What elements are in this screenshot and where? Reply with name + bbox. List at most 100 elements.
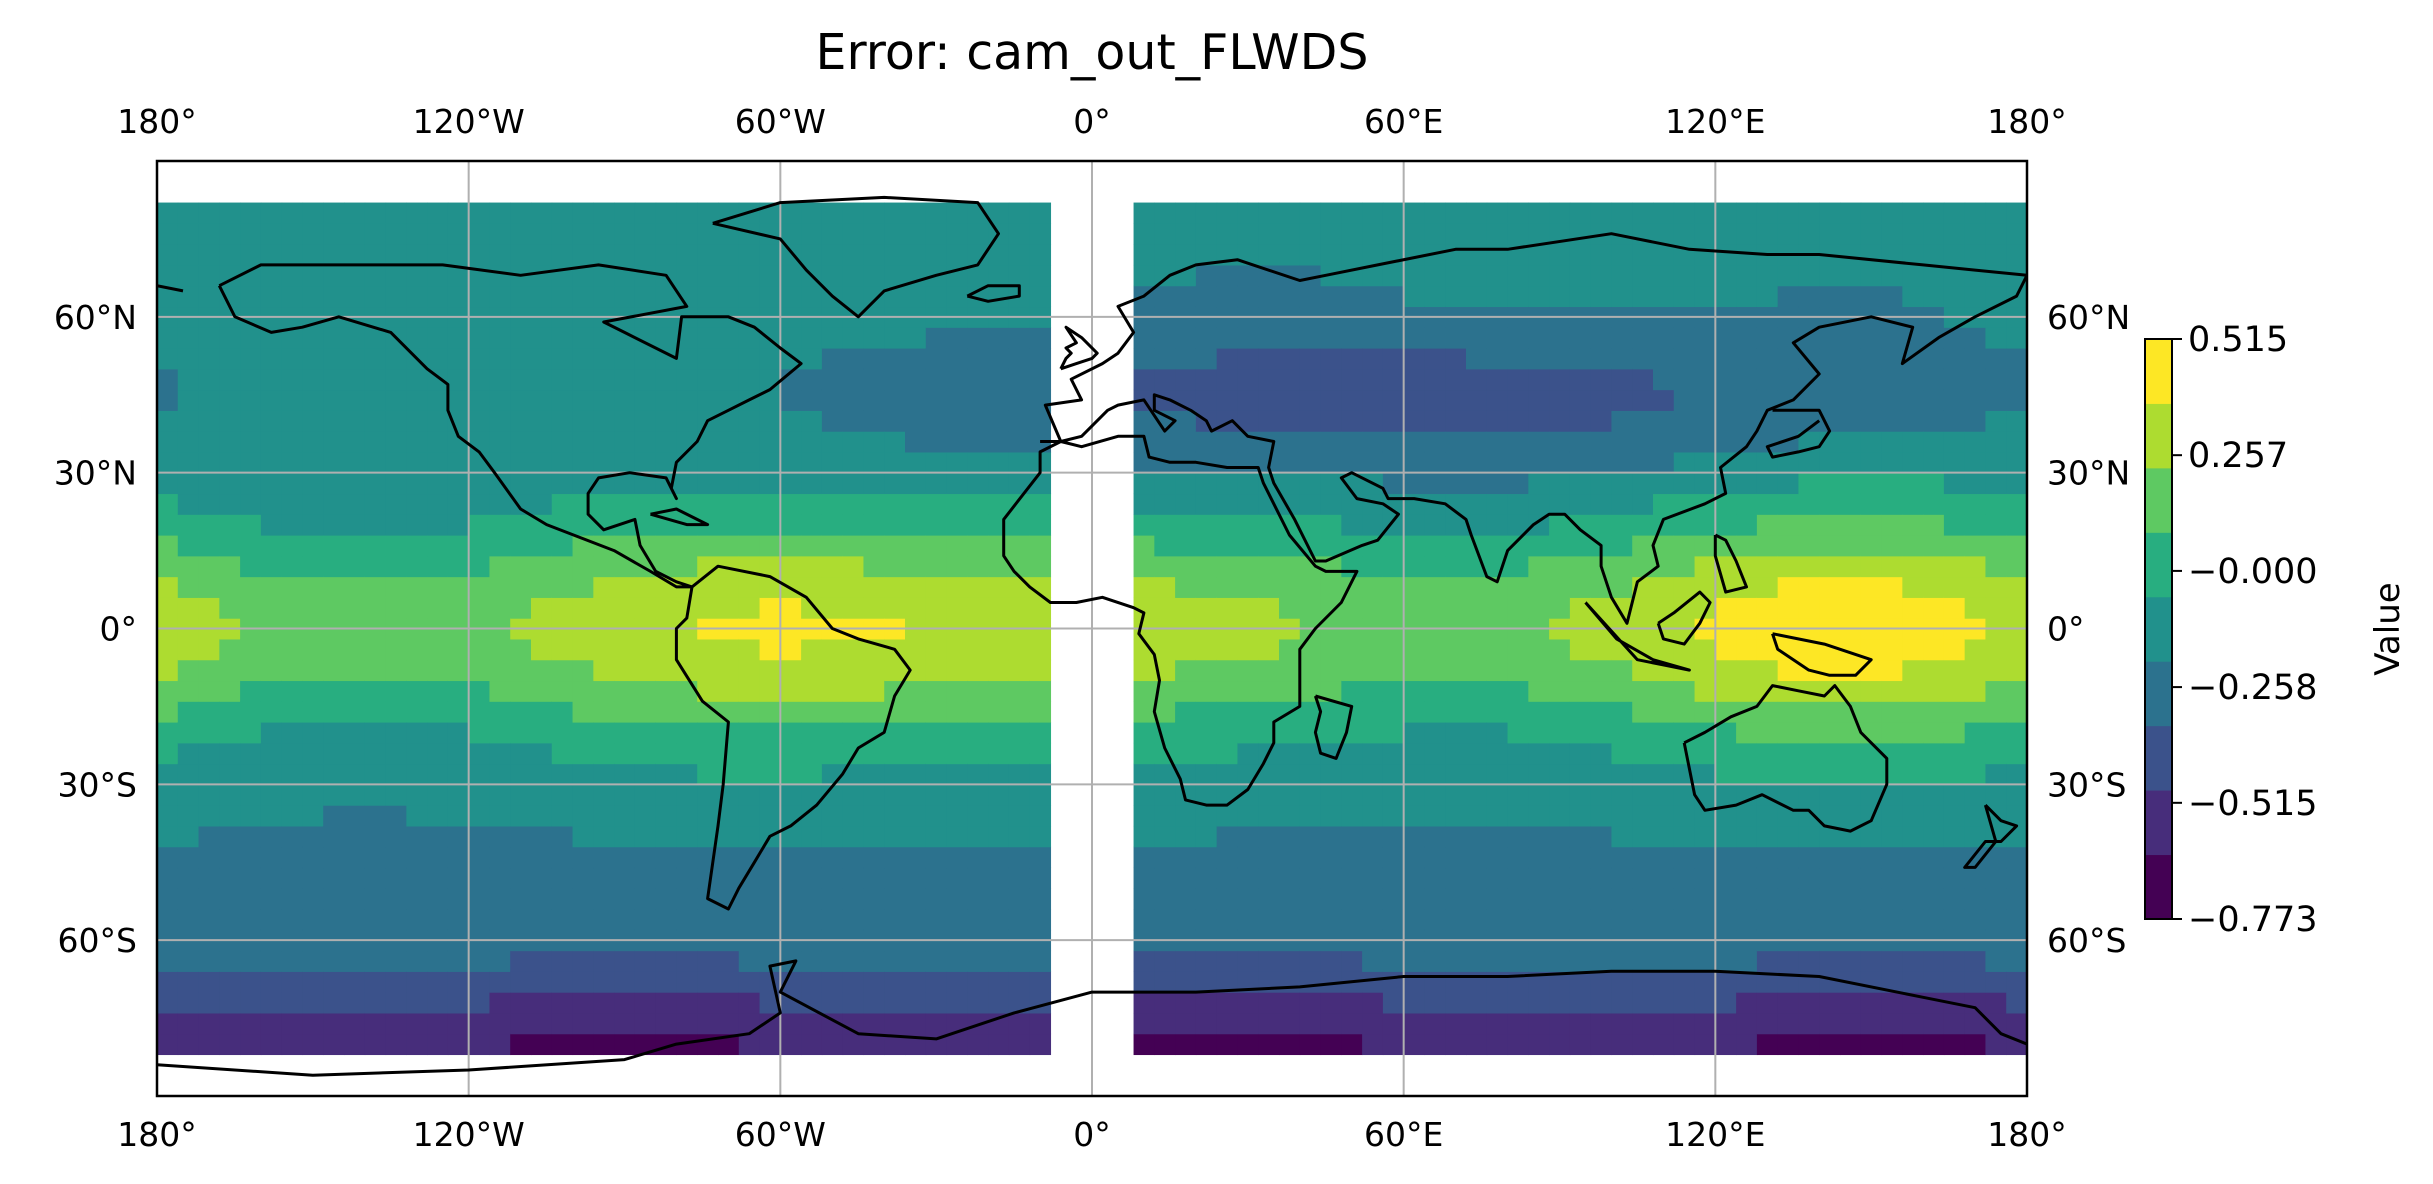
field-cell — [572, 264, 594, 287]
field-cell — [406, 950, 428, 972]
field-cell — [1653, 992, 1675, 1014]
field-cell — [821, 410, 844, 432]
field-cell — [1549, 451, 1571, 474]
field-cell — [1320, 389, 1342, 411]
field-cell — [801, 742, 823, 765]
field-cell — [1486, 1033, 1509, 1056]
field-cell — [1860, 514, 1883, 536]
field-cell — [1445, 909, 1467, 931]
field-cell — [1819, 784, 1841, 806]
field-cell — [364, 722, 387, 744]
field-cell — [1175, 909, 1197, 931]
field-cell — [1424, 825, 1446, 848]
field-cell — [1549, 825, 1571, 848]
field-cell — [759, 680, 781, 702]
field-cell — [676, 722, 698, 744]
field-cell — [967, 368, 989, 391]
field-cell — [614, 680, 636, 702]
field-cell — [1341, 389, 1363, 411]
field-cell — [718, 410, 740, 432]
field-cell — [1756, 202, 1779, 224]
field-cell — [1445, 659, 1467, 682]
field-cell — [1653, 742, 1675, 765]
field-cell — [219, 451, 241, 474]
field-cell — [1902, 888, 1924, 910]
field-cell — [718, 971, 740, 993]
field-cell — [385, 784, 407, 806]
field-cell — [323, 244, 345, 266]
field-cell — [572, 514, 594, 536]
field-cell — [1175, 1012, 1197, 1035]
field-cell — [863, 264, 885, 287]
field-cell — [842, 451, 865, 474]
field-cell — [1424, 1033, 1446, 1056]
field-cell — [406, 327, 428, 349]
field-cell — [1507, 431, 1529, 453]
field-cell — [1881, 1012, 1903, 1035]
field-cell — [1964, 950, 1987, 972]
field-cell — [593, 659, 615, 682]
field-cell — [1195, 742, 1218, 765]
field-cell — [738, 244, 761, 266]
field-cell — [1029, 638, 1052, 661]
field-cell — [1923, 493, 1945, 515]
field-cell — [1611, 950, 1633, 972]
field-cell — [1985, 763, 2007, 785]
field-cell — [385, 763, 407, 785]
field-cell — [1362, 597, 1384, 619]
field-cell — [1694, 971, 1716, 993]
field-cell — [1154, 1012, 1176, 1035]
field-cell — [1299, 348, 1322, 370]
field-cell — [967, 950, 989, 972]
field-cell — [1964, 805, 1987, 827]
field-cell — [551, 202, 574, 224]
field-cell — [801, 431, 823, 453]
field-cell — [157, 202, 179, 224]
field-cell — [406, 368, 428, 391]
field-cell — [1902, 784, 1924, 806]
field-cell — [1611, 472, 1633, 495]
field-cell — [1258, 285, 1280, 308]
field-cell — [1632, 867, 1654, 889]
field-cell — [447, 348, 470, 370]
field-cell — [1819, 1033, 1841, 1056]
field-cell — [1362, 493, 1384, 515]
field-cell — [738, 992, 761, 1014]
field-cell — [1528, 825, 1550, 848]
field-cell — [1403, 535, 1426, 557]
field-cell — [240, 472, 262, 495]
field-cell — [759, 285, 781, 308]
field-cell — [634, 368, 657, 391]
field-cell — [1923, 514, 1945, 536]
field-cell — [1923, 264, 1945, 287]
lat-tick-label-right: 0° — [2047, 610, 2085, 649]
field-cell — [884, 909, 906, 931]
field-cell — [676, 223, 698, 245]
field-cell — [1923, 701, 1945, 723]
field-cell — [1133, 202, 1155, 224]
field-cell — [738, 348, 761, 370]
field-cell — [1382, 597, 1405, 619]
field-cell — [863, 285, 885, 308]
field-cell — [1299, 888, 1322, 910]
field-cell — [447, 223, 470, 245]
field-cell — [718, 763, 740, 785]
field-cell — [863, 597, 885, 619]
field-cell — [1964, 763, 1987, 785]
field-cell — [801, 722, 823, 744]
field-cell — [1133, 992, 1155, 1014]
field-cell — [1653, 348, 1675, 370]
field-cell — [593, 451, 615, 474]
field-cell — [510, 431, 532, 453]
field-cell — [385, 514, 407, 536]
field-cell — [344, 410, 366, 432]
field-cell — [1715, 888, 1737, 910]
field-cell — [447, 431, 470, 453]
field-cell — [572, 638, 594, 661]
field-cell — [1029, 264, 1052, 287]
field-cell — [1653, 1033, 1675, 1056]
field-cell — [1424, 389, 1446, 411]
field-cell — [1590, 244, 1613, 266]
field-cell — [1549, 846, 1571, 869]
field-cell — [2006, 680, 2027, 702]
